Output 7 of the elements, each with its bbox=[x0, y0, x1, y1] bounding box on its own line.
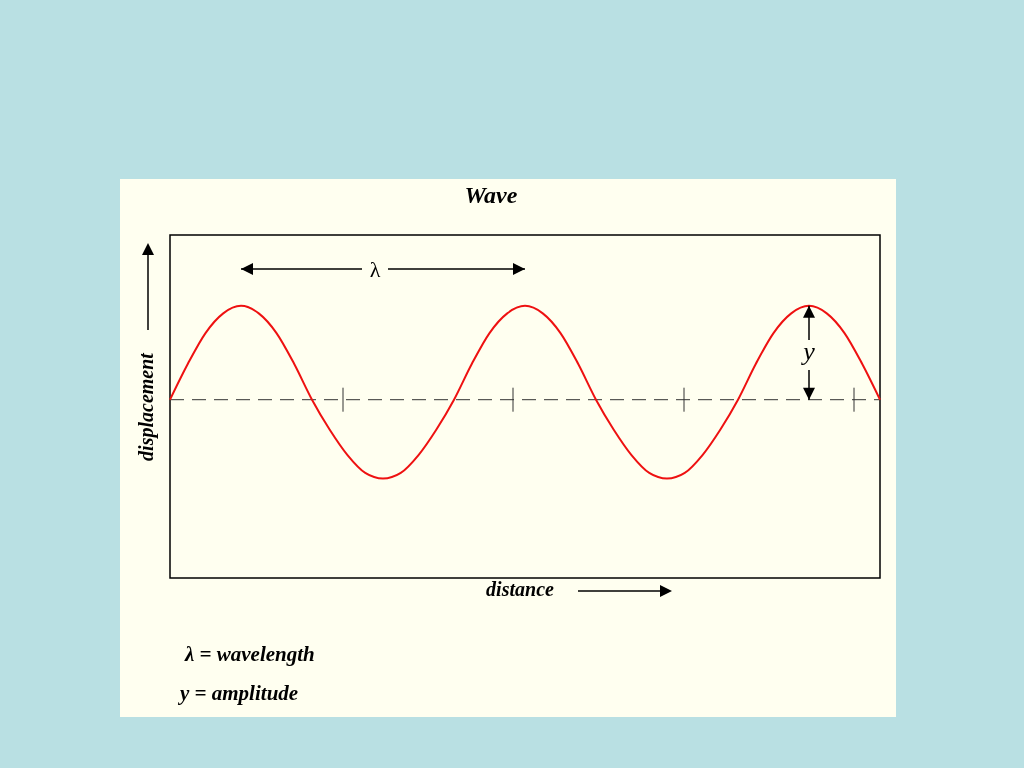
x-axis-title: distance bbox=[486, 578, 555, 600]
chart-title: Wave bbox=[464, 182, 518, 208]
text: λ = wavelength bbox=[184, 642, 315, 666]
text: y = amplitude bbox=[177, 681, 299, 705]
y-axis-title: displacement bbox=[135, 351, 158, 461]
annotation: y bbox=[800, 337, 816, 366]
text: λ bbox=[369, 257, 381, 282]
